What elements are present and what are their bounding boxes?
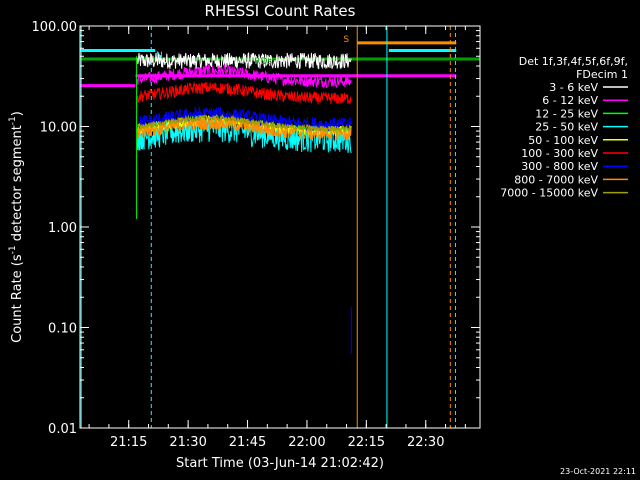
plot-frame xyxy=(79,25,481,429)
y-tick-label: 100.00 xyxy=(32,20,78,35)
footer-date: 23-Oct-2021 22:11 xyxy=(560,467,636,476)
legend-label: 800 - 7000 keV xyxy=(514,173,598,186)
annotation-rds: RDs xyxy=(254,57,272,67)
x-tick-label: 22:00 xyxy=(288,435,325,450)
y-axis-label: Count Rate (s-1 detector segment-1) xyxy=(8,111,25,343)
legend-header-1: Det 1f,3f,4f,5f,6f,9f, xyxy=(519,55,628,68)
series-line-0 xyxy=(136,51,352,70)
x-tick-label: 22:30 xyxy=(407,435,444,450)
series-line-7 xyxy=(136,116,352,141)
legend-label: 7000 - 15000 keV xyxy=(500,187,598,200)
y-tick-label: 10.00 xyxy=(40,121,77,136)
x-axis-label: Start Time (03-Jun-14 21:02:42) xyxy=(176,456,384,471)
legend-label: 6 - 12 keV xyxy=(542,94,598,107)
series-line-5 xyxy=(136,81,352,105)
chart-axes: 100.00 10.00 1.00 0.10 0.01 21:15 21:30 21:45 22… xyxy=(32,20,481,450)
series-line-3 xyxy=(136,114,352,154)
x-tick-label: 21:30 xyxy=(169,435,206,450)
series-line-8 xyxy=(136,113,352,133)
y-tick-label: 1.00 xyxy=(48,221,77,236)
legend-label: 50 - 100 keV xyxy=(528,134,598,147)
annotation-s: S xyxy=(343,35,349,45)
chart-title: RHESSI Count Rates xyxy=(205,2,356,20)
annotation-n: N xyxy=(156,51,163,61)
y-tick-label: 0.10 xyxy=(48,322,77,337)
x-tick-label: 21:45 xyxy=(229,435,266,450)
legend-label: 3 - 6 keV xyxy=(549,81,598,94)
legend-label: 25 - 50 keV xyxy=(535,121,598,134)
x-tick-label: 21:15 xyxy=(110,435,147,450)
chart-legend: Det 1f,3f,4f,5f,6f,9f,FDecim 13 - 6 keV6… xyxy=(500,55,628,200)
legend-label: 300 - 800 keV xyxy=(521,160,598,173)
y-tick-label: 0.01 xyxy=(48,422,77,437)
series-line-1 xyxy=(136,62,352,89)
legend-label: 12 - 25 keV xyxy=(535,107,598,120)
legend-label: 100 - 300 keV xyxy=(521,147,598,160)
x-tick-label: 22:15 xyxy=(348,435,385,450)
legend-header-2: FDecim 1 xyxy=(576,68,628,81)
plot-area: N S RDs xyxy=(80,26,480,428)
chart-marks: N S RDs xyxy=(80,26,480,428)
